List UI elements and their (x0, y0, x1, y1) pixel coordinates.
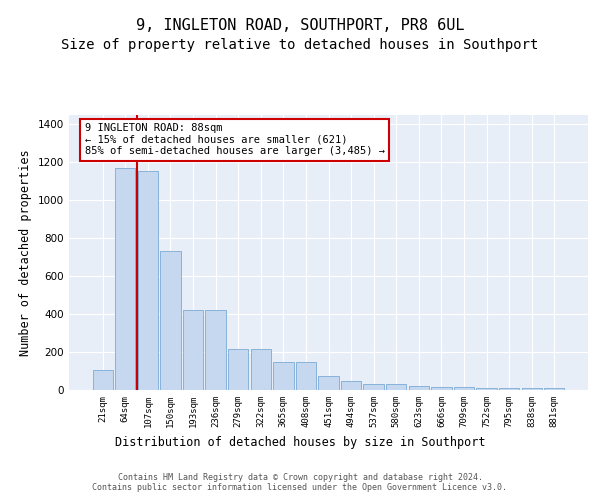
Bar (364, 384, 384, 390)
Bar (228, 349, 248, 390)
Bar (341, 380, 361, 390)
Bar (499, 388, 519, 390)
Y-axis label: Number of detached properties: Number of detached properties (19, 149, 32, 356)
Bar (319, 376, 338, 390)
Bar (521, 388, 542, 390)
Bar (138, 171, 158, 390)
Bar (273, 362, 293, 390)
Bar (183, 310, 203, 390)
Bar (296, 362, 316, 390)
Text: Distribution of detached houses by size in Southport: Distribution of detached houses by size … (115, 436, 485, 449)
Bar (386, 384, 406, 390)
Bar (544, 388, 565, 390)
Text: 9 INGLETON ROAD: 88sqm
← 15% of detached houses are smaller (621)
85% of semi-de: 9 INGLETON ROAD: 88sqm ← 15% of detached… (85, 123, 385, 156)
Bar (251, 349, 271, 390)
Bar (160, 250, 181, 390)
Bar (476, 388, 497, 390)
Bar (205, 310, 226, 390)
Text: Contains HM Land Registry data © Crown copyright and database right 2024.
Contai: Contains HM Land Registry data © Crown c… (92, 473, 508, 492)
Text: 9, INGLETON ROAD, SOUTHPORT, PR8 6UL: 9, INGLETON ROAD, SOUTHPORT, PR8 6UL (136, 18, 464, 32)
Bar (115, 168, 136, 390)
Bar (454, 387, 474, 390)
Bar (409, 386, 429, 390)
Bar (431, 387, 452, 390)
Bar (92, 370, 113, 390)
Text: Size of property relative to detached houses in Southport: Size of property relative to detached ho… (61, 38, 539, 52)
